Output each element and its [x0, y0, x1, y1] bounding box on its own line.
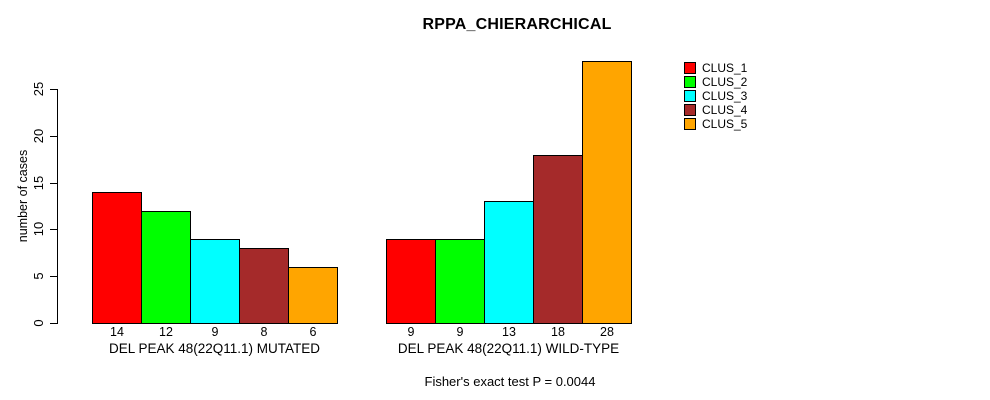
bar-clus_5-group1 — [288, 267, 338, 324]
legend-swatch-icon — [684, 104, 696, 116]
bar-value-label: 13 — [502, 325, 516, 339]
bar-clus_4-group2 — [533, 155, 583, 324]
bar-value-label: 9 — [211, 325, 219, 339]
y-axis-line — [57, 89, 58, 324]
legend-label: CLUS_3 — [702, 89, 748, 103]
legend-entry-clus_4: CLUS_4 — [684, 103, 747, 117]
bar-value-label: 14 — [110, 325, 124, 339]
y-axis-tick — [50, 229, 57, 230]
legend-label: CLUS_4 — [702, 103, 748, 117]
bar-clus_2-group1 — [141, 211, 191, 324]
y-tick-label: 0 — [31, 319, 46, 327]
legend-entry-clus_1: CLUS_1 — [684, 61, 747, 75]
bar-value-label: 8 — [260, 325, 268, 339]
bar-clus_4-group1 — [239, 248, 289, 324]
y-tick-label: 5 — [31, 272, 46, 280]
bar-value-label: 9 — [407, 325, 415, 339]
y-tick-label: 20 — [31, 128, 46, 144]
bar-clus_3-group2 — [484, 201, 534, 324]
legend-entry-clus_5: CLUS_5 — [684, 117, 747, 131]
footnote: Fisher's exact test P = 0.0044 — [424, 374, 596, 389]
bar-clus_3-group1 — [190, 239, 240, 324]
y-tick-label: 25 — [31, 81, 46, 97]
bar-value-label: 6 — [309, 325, 317, 339]
legend-label: CLUS_1 — [702, 61, 748, 75]
bar-clus_1-group2 — [386, 239, 436, 324]
bar-value-label: 12 — [159, 325, 173, 339]
legend: CLUS_1 CLUS_2 CLUS_3 CLUS_4 CLUS_5 — [684, 61, 747, 131]
group-label: DEL PEAK 48(22Q11.1) MUTATED — [108, 341, 321, 356]
y-axis-label: number of cases — [16, 149, 30, 243]
y-axis-tick — [50, 136, 57, 137]
legend-entry-clus_2: CLUS_2 — [684, 75, 747, 89]
y-axis-tick — [50, 89, 57, 90]
y-axis-tick — [50, 276, 57, 277]
legend-swatch-icon — [684, 118, 696, 130]
bar-clus_1-group1 — [92, 192, 142, 324]
y-tick-label: 15 — [31, 175, 46, 191]
bar-value-label: 18 — [551, 325, 565, 339]
group-label: DEL PEAK 48(22Q11.1) WILD-TYPE — [397, 341, 620, 356]
legend-label: CLUS_5 — [702, 117, 748, 131]
bar-clus_2-group2 — [435, 239, 485, 324]
bar-value-label: 9 — [456, 325, 464, 339]
legend-label: CLUS_2 — [702, 75, 748, 89]
bar-value-label: 28 — [600, 325, 614, 339]
legend-swatch-icon — [684, 76, 696, 88]
legend-swatch-icon — [684, 90, 696, 102]
y-tick-label: 10 — [31, 221, 46, 237]
chart-title: RPPA_CHIERARCHICAL — [422, 16, 612, 33]
legend-entry-clus_3: CLUS_3 — [684, 89, 747, 103]
bar-clus_5-group2 — [582, 61, 632, 324]
y-axis-tick — [50, 183, 57, 184]
y-axis-tick — [50, 323, 57, 324]
legend-swatch-icon — [684, 62, 696, 74]
